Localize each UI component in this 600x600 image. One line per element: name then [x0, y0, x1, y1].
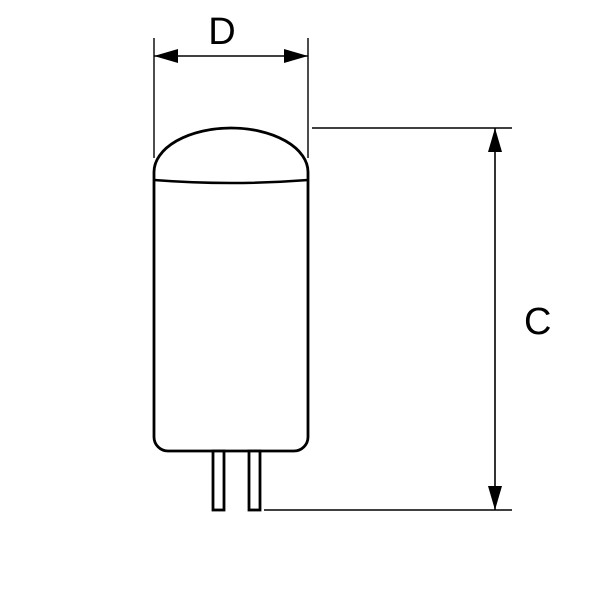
dim-c-arrow-top [488, 128, 502, 152]
pin-left [213, 451, 224, 510]
dim-c-arrow-bottom [488, 486, 502, 510]
dim-c-label: C [524, 301, 551, 343]
dim-d-label: D [208, 11, 235, 53]
bulb-outline [154, 128, 308, 451]
pin-right [249, 451, 260, 510]
dim-d-arrow-left [154, 49, 178, 63]
dim-d-arrow-right [284, 49, 308, 63]
